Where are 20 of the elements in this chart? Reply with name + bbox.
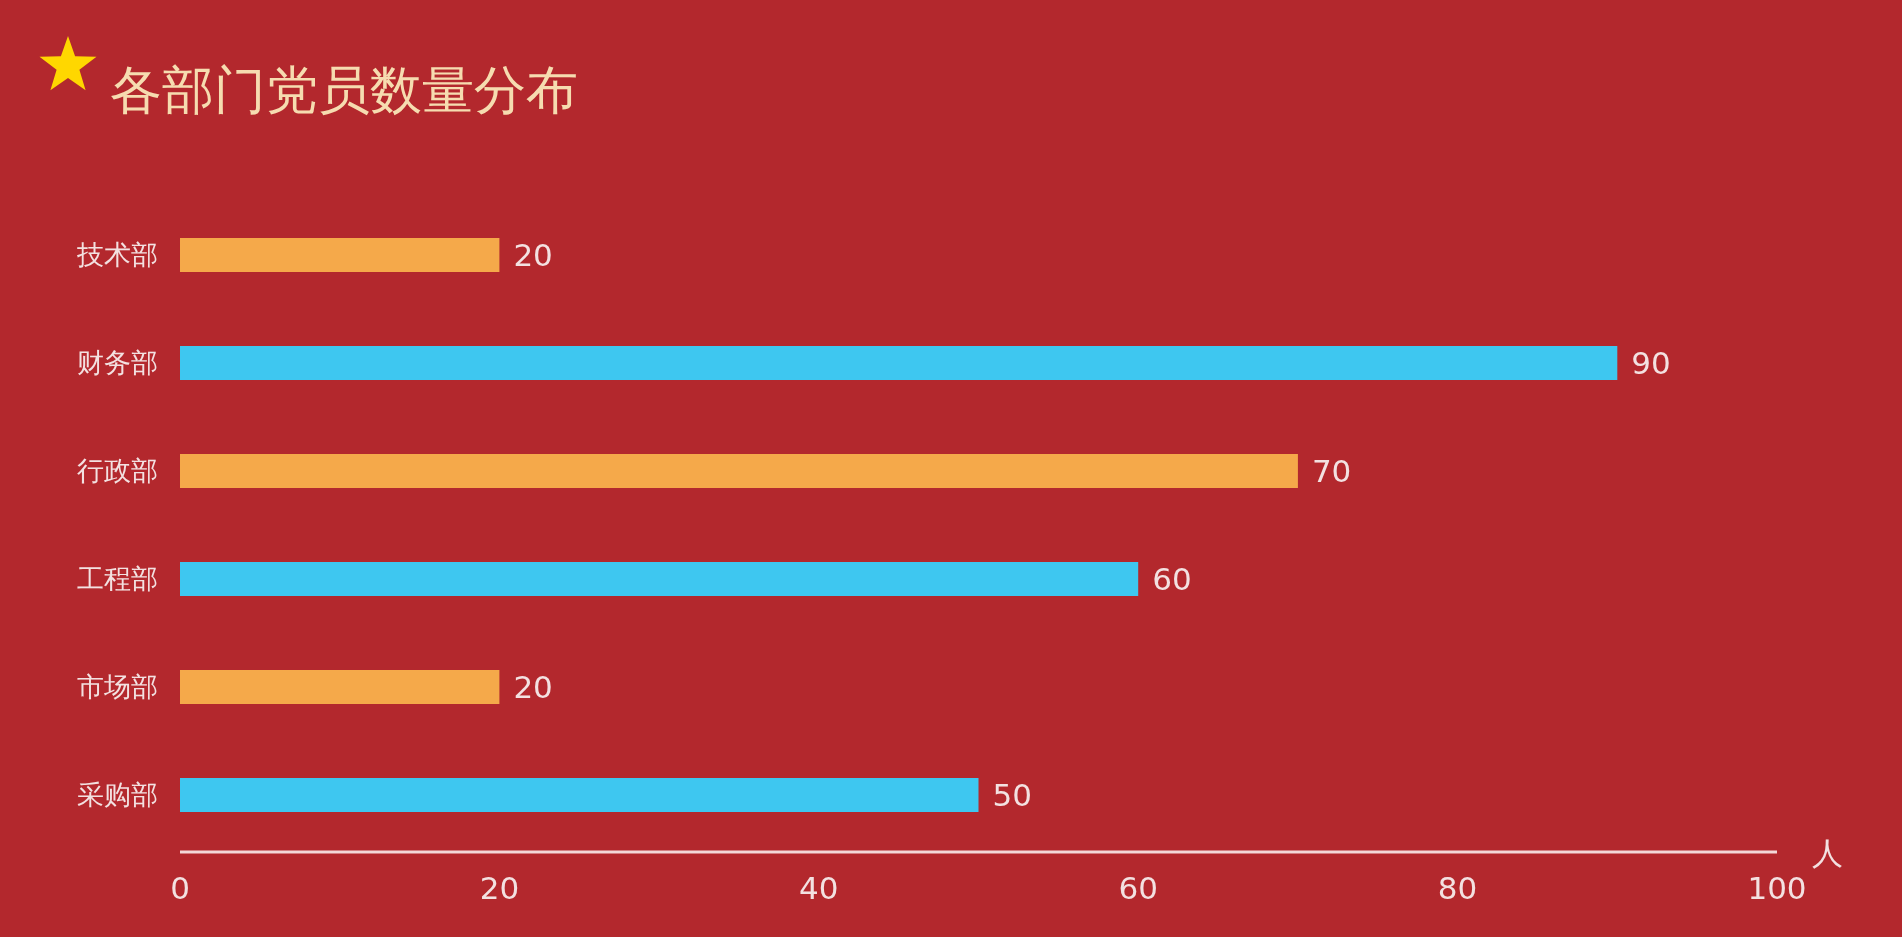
y-tick-label: 技术部	[76, 239, 158, 270]
data-label: 70	[1311, 453, 1352, 489]
y-tick-label: 财务部	[77, 347, 158, 378]
data-label: 50	[992, 777, 1032, 813]
data-label: 60	[1152, 561, 1192, 597]
y-tick-label: 采购部	[77, 779, 158, 810]
x-tick-label: 60	[1118, 870, 1158, 906]
x-tick-label: 20	[479, 870, 520, 906]
y-tick-label: 市场部	[77, 671, 158, 702]
x-tick-label: 80	[1437, 870, 1478, 906]
x-axis-title: 人	[1811, 835, 1843, 871]
data-label: 20	[513, 237, 553, 273]
x-tick-label: 40	[799, 870, 839, 906]
y-tick-label: 行政部	[77, 455, 158, 486]
data-label: 20	[513, 669, 553, 705]
x-tick-label: 100	[1747, 870, 1807, 906]
chart-title: 各部门党员数量分布	[110, 60, 578, 120]
y-tick-label: 工程部	[77, 563, 158, 594]
data-label: 90	[1631, 345, 1671, 381]
x-tick-label: 0	[170, 870, 190, 906]
